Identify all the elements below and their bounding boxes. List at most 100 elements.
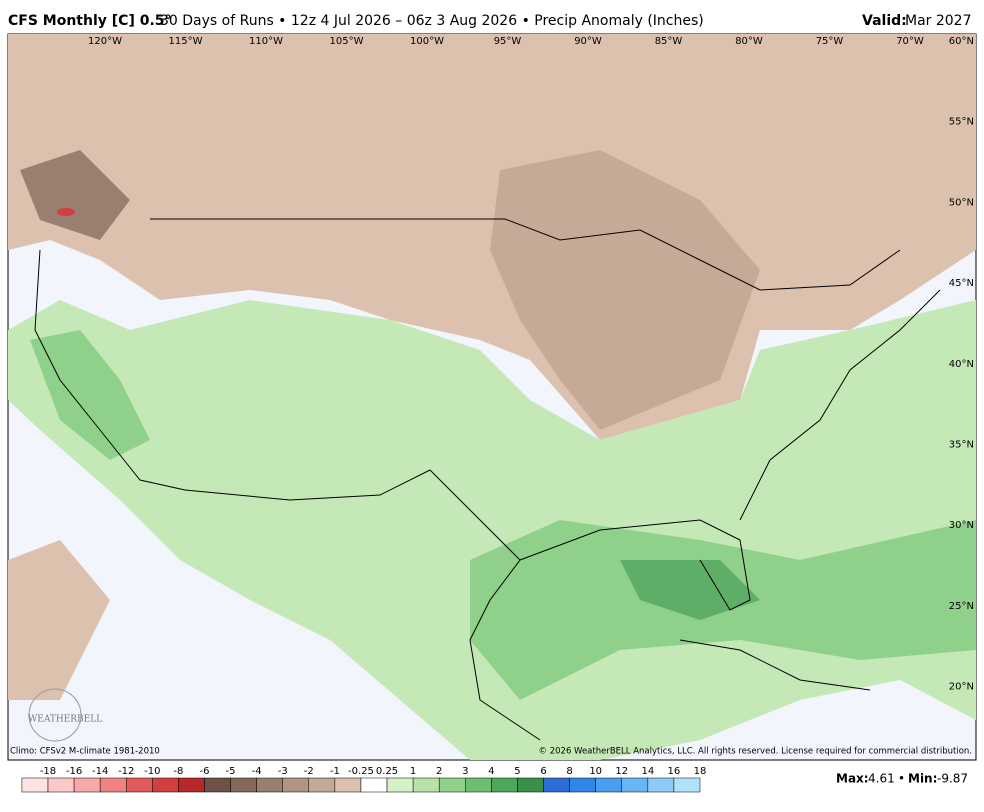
colorbar-swatch	[282, 777, 310, 793]
colorbar-swatch	[673, 777, 701, 793]
lon-label: 85°W	[655, 36, 683, 47]
colorbar-label: -2	[304, 766, 314, 777]
map-area: 120°W 115°W 110°W 105°W 100°W 95°W 90°W 85°W 80°…	[7, 33, 977, 761]
wet-west	[30, 330, 150, 460]
lon-label: 105°W	[330, 36, 364, 47]
logo: WEATHERBELL	[28, 715, 102, 725]
colorbar-swatch	[47, 777, 75, 793]
lat-label: 50°N	[949, 197, 974, 208]
colorbar-label: -5	[226, 766, 236, 777]
colorbar-swatch	[73, 777, 101, 793]
colorbar-label: 1	[410, 766, 416, 777]
colorbar-label: 10	[589, 766, 602, 777]
colorbar-label: 0.25	[376, 766, 398, 777]
dry-northwest	[20, 150, 130, 240]
colorbar-swatch	[125, 777, 153, 793]
lon-label: 75°W	[816, 36, 844, 47]
lon-label: 80°W	[735, 36, 763, 47]
colorbar-swatch	[360, 777, 388, 793]
colorbar-label: 4	[488, 766, 494, 777]
colorbar-label: -18	[40, 766, 56, 777]
lon-label: 110°W	[249, 36, 283, 47]
colorbar-swatch	[152, 777, 179, 793]
colorbar-label: -10	[144, 766, 160, 777]
lat-label: 25°N	[949, 601, 974, 612]
valid-value: Mar 2027	[905, 13, 972, 29]
lat-label: 40°N	[949, 359, 974, 370]
max-label: Max:	[836, 772, 869, 786]
description: 30 Days of Runs • 12z 4 Jul 2026 – 06z 3…	[160, 13, 704, 29]
colorbar-label: 8	[566, 766, 572, 777]
min-value: -9.87	[937, 772, 968, 786]
colorbar-label: 6	[540, 766, 546, 777]
lat-label: 35°N	[949, 440, 974, 451]
colorbar-swatch	[178, 777, 205, 793]
wet-south	[8, 300, 976, 760]
colorbar-swatch	[595, 777, 623, 793]
colorbar-label: 14	[641, 766, 654, 777]
model-name: CFS Monthly [C] 0.5°	[8, 13, 172, 29]
colorbar-label: 2	[436, 766, 442, 777]
lon-label: 95°W	[494, 36, 522, 47]
stats: Max: 4.61 • Min: -9.87	[836, 772, 968, 786]
separator: •	[898, 772, 905, 786]
colorbar-label: 18	[694, 766, 707, 777]
colorbar-swatch	[647, 777, 675, 793]
lon-label: 100°W	[410, 36, 444, 47]
colorbar-label: -0.25	[348, 766, 374, 777]
colorbar-swatch	[230, 777, 257, 793]
lon-label: 70°W	[896, 36, 924, 47]
colorbar-swatch	[99, 777, 127, 793]
colorbar-swatch	[465, 777, 492, 793]
dry-pacific	[8, 540, 110, 700]
wet-core	[620, 560, 760, 620]
colorbar-label: -6	[199, 766, 209, 777]
longitude-labels: 120°W 115°W 110°W 105°W 100°W 95°W 90°W 85°W 80°…	[88, 36, 924, 47]
max-value: 4.61	[868, 772, 895, 786]
colorbar-swatch	[491, 777, 518, 793]
colorbar-label: 3	[462, 766, 468, 777]
logo-mark	[28, 688, 82, 742]
lon-label: 120°W	[88, 36, 122, 47]
colorbar-label: -1	[330, 766, 340, 777]
colorbar-label: -12	[118, 766, 134, 777]
copyright: © 2026 WeatherBELL Analytics, LLC. All r…	[539, 747, 972, 757]
lat-label: 30°N	[949, 520, 974, 531]
colorbar-label: -8	[173, 766, 183, 777]
lat-label: 20°N	[949, 682, 974, 693]
colorbar-label: -4	[252, 766, 262, 777]
colorbar-swatch	[204, 777, 231, 793]
colorbar-swatch	[412, 777, 440, 793]
colorbar-label: -14	[92, 766, 108, 777]
borders	[34, 218, 941, 741]
dry-core	[490, 150, 760, 430]
lon-label: 90°W	[574, 36, 602, 47]
climo-note: Climo: CFSv2 M-climate 1981-2010	[10, 747, 160, 757]
colorbar: -18 -16 -14 -12 -10 -8 -6 -5 -4 -3 -2 -1 -0.25 0.25 1 2…	[21, 766, 707, 793]
colorbar-label: -16	[66, 766, 82, 777]
colorbar-swatch	[386, 777, 414, 793]
colorbar-swatch	[569, 777, 596, 793]
lat-label: 45°N	[949, 278, 974, 289]
colorbar-swatch	[21, 777, 49, 793]
colorbar-swatch	[308, 777, 336, 793]
colorbar-swatch	[621, 777, 649, 793]
colorbar-label: 12	[615, 766, 628, 777]
lat-label: 55°N	[949, 117, 974, 128]
colorbar-label: 5	[514, 766, 520, 777]
min-label: Min:	[908, 772, 937, 786]
dry-extreme	[57, 208, 75, 216]
lon-label: 115°W	[169, 36, 203, 47]
colorbar-swatch	[256, 777, 283, 793]
latitude-labels: 60°N 55°N 50°N 45°N 40°N 35°N 30°N 25°N 20°N	[949, 36, 974, 693]
colorbar-swatch	[438, 777, 466, 793]
valid-label: Valid:	[862, 13, 907, 29]
colorbar-swatch	[543, 777, 570, 793]
lat-label: 60°N	[949, 36, 974, 47]
colorbar-label: 16	[668, 766, 681, 777]
colorbar-swatch	[517, 777, 544, 793]
colorbar-label: -3	[278, 766, 288, 777]
colorbar-swatch	[334, 777, 362, 793]
